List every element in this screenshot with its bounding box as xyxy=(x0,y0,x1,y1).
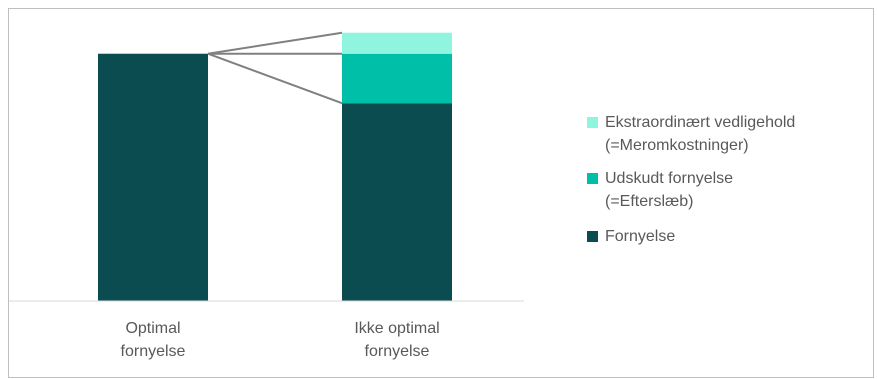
legend-swatch-ekstra xyxy=(587,117,598,128)
category-label-0-0: Optimal xyxy=(125,320,180,337)
chart-frame: Optimal fornyelse Ikke optimal fornyelse Ek… xyxy=(8,8,874,378)
bar-ekstra-1 xyxy=(342,32,452,54)
legend-label-udskudt-0: Udskudt fornyelse xyxy=(605,170,733,187)
legend-label-ekstra-1: (=Meromkostninger) xyxy=(605,137,749,154)
legend-label-ekstra-0: Ekstraordinært vedligehold xyxy=(605,114,795,131)
category-label-0-1: fornyelse xyxy=(121,343,186,360)
connector-line-2 xyxy=(207,31,343,55)
category-label-1-0: Ikke optimal xyxy=(354,320,439,337)
legend: Ekstraordinært vedligehold (=Meromkostnin… xyxy=(587,114,795,245)
bar-udskudt-1 xyxy=(342,53,452,104)
legend-label-udskudt-1: (=Efterslæb) xyxy=(605,193,693,210)
legend-swatch-fornyelse xyxy=(587,231,598,242)
connector-line-0 xyxy=(207,52,343,105)
connector-lines xyxy=(207,31,343,105)
category-labels: Optimal fornyelse Ikke optimal fornyelse xyxy=(121,320,440,360)
bar-fornyelse-1 xyxy=(342,103,452,301)
stacked-bar-chart: Optimal fornyelse Ikke optimal fornyelse Ek… xyxy=(9,31,795,360)
bar-fornyelse-0 xyxy=(98,53,208,302)
legend-label-fornyelse-0: Fornyelse xyxy=(605,228,675,245)
bars-group xyxy=(98,32,452,302)
legend-swatch-udskudt xyxy=(587,173,598,184)
category-label-1-1: fornyelse xyxy=(365,343,430,360)
